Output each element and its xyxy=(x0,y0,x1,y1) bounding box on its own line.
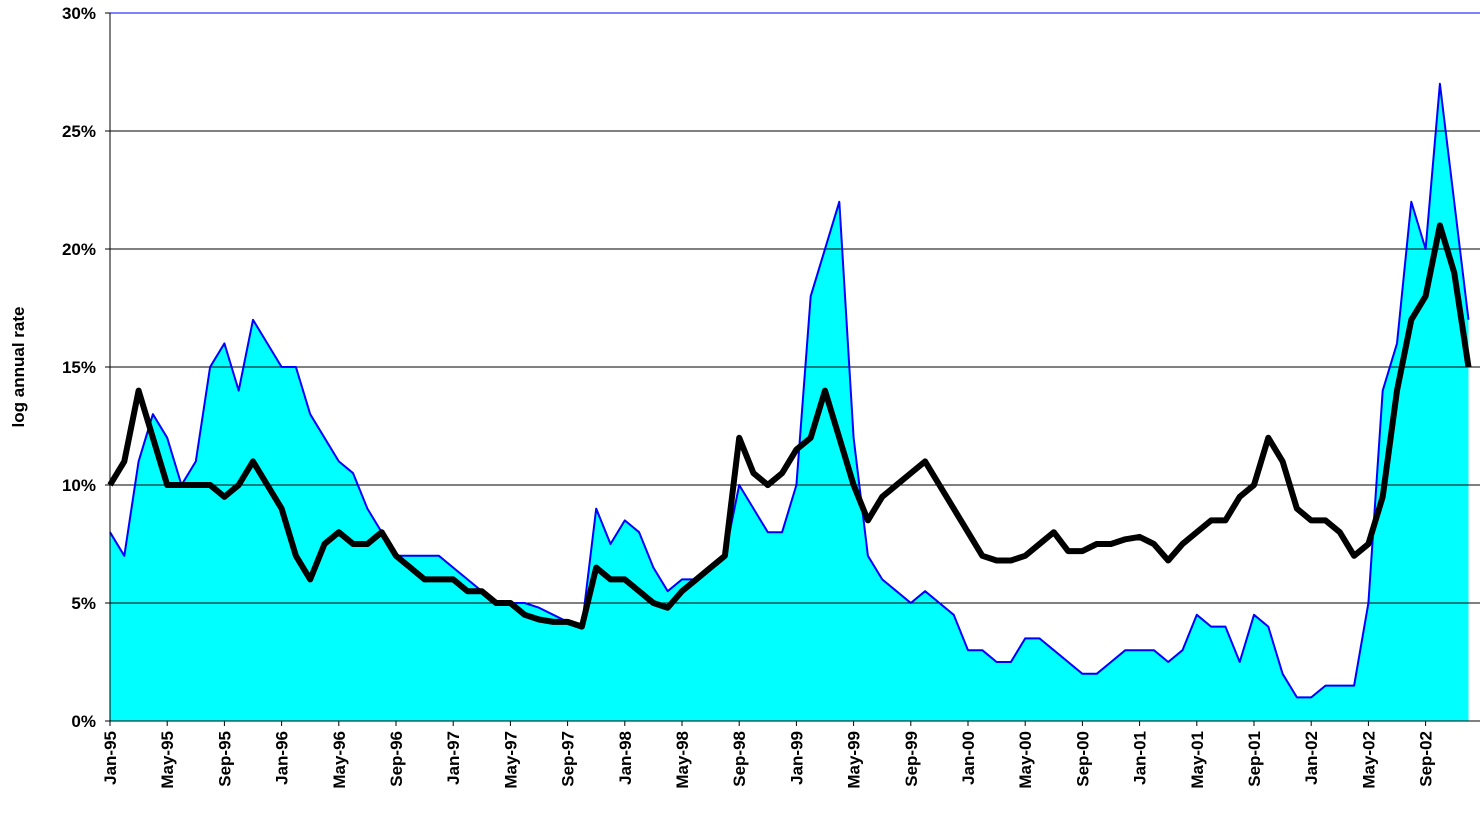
x-tick-label: Sep-95 xyxy=(215,731,234,787)
x-tick-label: Jan-96 xyxy=(273,731,292,785)
x-tick-label: Jan-01 xyxy=(1131,731,1150,785)
x-tick-label: May-01 xyxy=(1188,731,1207,789)
x-tick-label: Sep-96 xyxy=(387,731,406,787)
x-tick-label: Jan-95 xyxy=(101,731,120,785)
y-tick-label: 20% xyxy=(62,240,96,259)
x-tick-label: Jan-98 xyxy=(616,731,635,785)
x-tick-label: Sep-01 xyxy=(1245,731,1264,787)
x-tick-label: Sep-00 xyxy=(1073,731,1092,787)
y-tick-label: 0% xyxy=(71,712,96,731)
y-tick-label: 30% xyxy=(62,4,96,23)
y-tick-label: 15% xyxy=(62,358,96,377)
y-tick-label: 25% xyxy=(62,122,96,141)
x-tick-label: May-96 xyxy=(330,731,349,789)
x-tick-label: Sep-97 xyxy=(559,731,578,787)
area-fill xyxy=(110,83,1469,722)
x-tick-label: Sep-02 xyxy=(1417,731,1436,787)
x-tick-label: May-95 xyxy=(158,731,177,789)
y-tick-label: 10% xyxy=(62,476,96,495)
x-tick-label: May-97 xyxy=(501,731,520,789)
x-tick-label: Jan-00 xyxy=(959,731,978,785)
x-tick-label: Sep-98 xyxy=(730,731,749,787)
x-tick-label: May-00 xyxy=(1016,731,1035,789)
y-tick-label: 5% xyxy=(71,594,96,613)
x-tick-label: Jan-97 xyxy=(444,731,463,785)
x-tick-label: Jan-02 xyxy=(1302,731,1321,785)
y-axis-label: log annual rate xyxy=(9,307,28,428)
x-tick-label: Sep-99 xyxy=(902,731,921,787)
x-tick-label: May-02 xyxy=(1359,731,1378,789)
series-line xyxy=(107,222,1472,630)
x-tick-label: May-99 xyxy=(845,731,864,789)
series-line xyxy=(109,82,1470,699)
x-tick-label: May-98 xyxy=(673,731,692,789)
x-tick-label: Jan-99 xyxy=(787,731,806,785)
